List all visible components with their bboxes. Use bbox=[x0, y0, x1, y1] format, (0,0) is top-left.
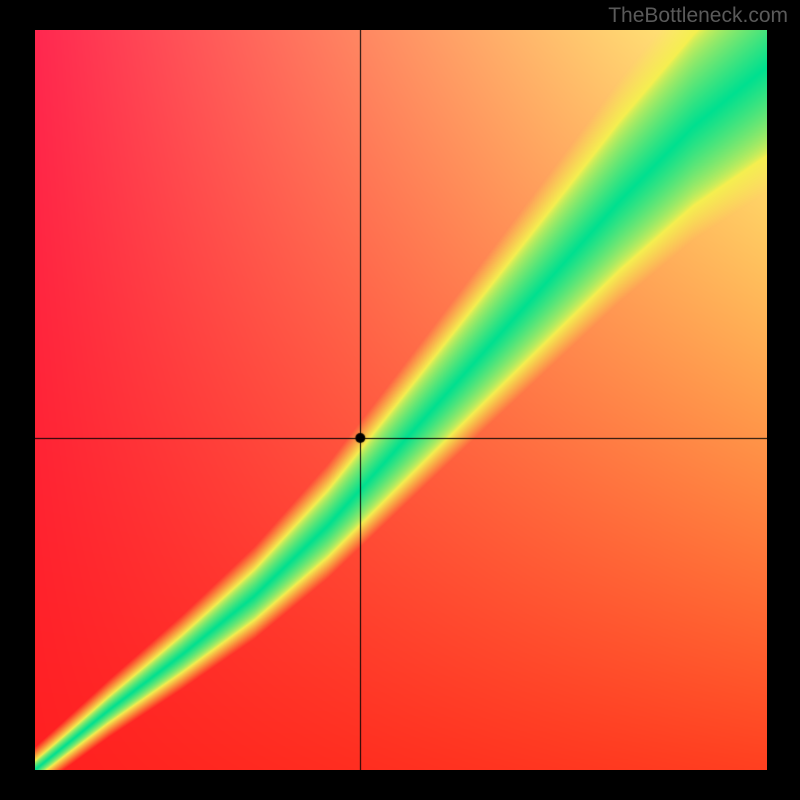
chart-container: TheBottleneck.com bbox=[0, 0, 800, 800]
watermark-text: TheBottleneck.com bbox=[608, 4, 788, 28]
heatmap-plot bbox=[35, 30, 767, 770]
heatmap-canvas bbox=[35, 30, 767, 770]
